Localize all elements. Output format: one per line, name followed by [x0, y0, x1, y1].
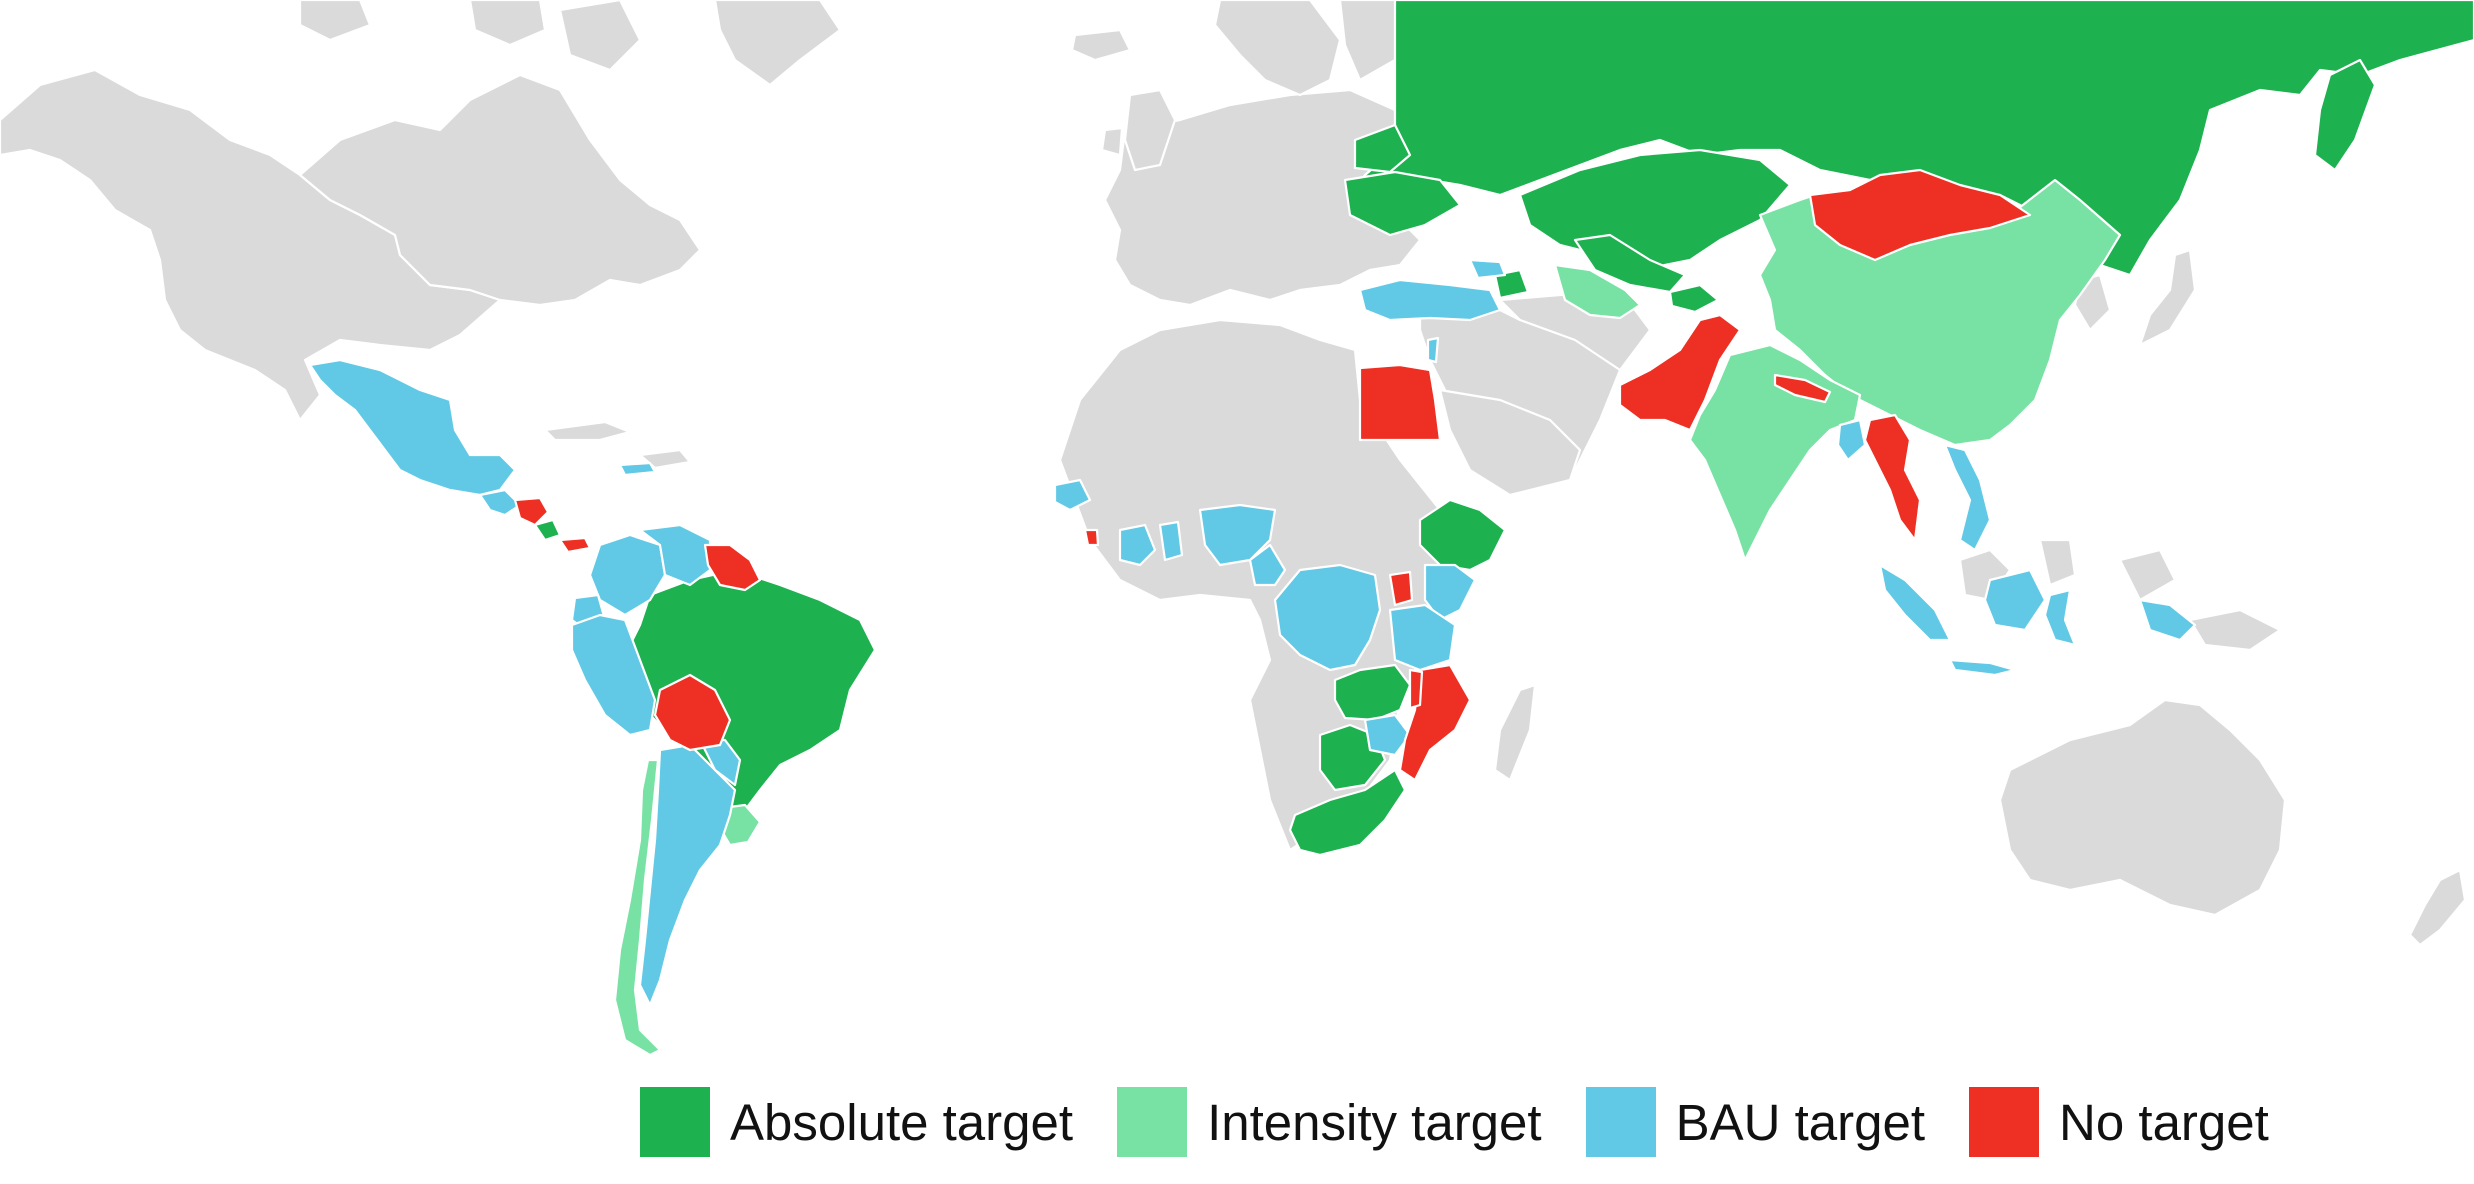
azerbaijan — [1493, 268, 1530, 300]
legend-label-bau: BAU target — [1675, 1093, 1926, 1151]
legend-swatch-absolute — [640, 1087, 710, 1157]
mexico — [308, 358, 517, 497]
indonesia-papua — [2138, 598, 2197, 642]
legend-item-bau: BAU target — [1585, 1087, 1926, 1157]
israel — [1426, 336, 1440, 364]
liberia — [1083, 528, 1100, 547]
arabian-peninsula — [1438, 388, 1582, 497]
argentina — [638, 743, 737, 1007]
kenya — [1423, 563, 1477, 622]
north-america-landmass — [0, 68, 502, 422]
costa-rica — [533, 518, 562, 542]
guyana-suriname — [703, 543, 762, 592]
senegal — [1053, 478, 1092, 512]
kamchatka — [2313, 58, 2377, 172]
nigeria — [1198, 503, 1277, 567]
panama — [558, 536, 592, 554]
papua — [2188, 608, 2282, 652]
rwanda-burundi — [1388, 570, 1414, 607]
uzbekistan — [1573, 233, 1687, 294]
tajikistan — [1668, 283, 1720, 314]
turkey — [1358, 278, 1502, 322]
zimbabwe — [1363, 713, 1412, 757]
map-legend: Absolute target Intensity target BAU tar… — [640, 1082, 2340, 1162]
indonesia-borneo — [1983, 568, 2047, 632]
legend-swatch-bau — [1585, 1087, 1656, 1157]
legend-item-intensity: Intensity target — [1117, 1087, 1542, 1157]
egypt — [1358, 363, 1442, 442]
bangladesh — [1836, 418, 1867, 462]
south-africa — [1288, 768, 1407, 857]
caribbean-islands — [543, 420, 692, 470]
cameroon — [1248, 543, 1287, 587]
new-zealand — [2408, 868, 2467, 947]
legend-swatch-none — [1969, 1087, 2040, 1157]
nepal — [1773, 373, 1832, 404]
ethiopia — [1418, 498, 1507, 572]
scandinavia — [1213, 0, 1402, 97]
cote-divoire — [1118, 523, 1157, 567]
ghana — [1158, 520, 1184, 562]
absolute-target-countries — [533, 0, 2474, 857]
legend-swatch-intensity — [1117, 1087, 1188, 1157]
bau-target-countries — [308, 258, 2197, 1007]
iceland — [1070, 28, 1132, 62]
indonesia-sumatra — [1878, 563, 1952, 642]
pakistan — [1618, 313, 1742, 432]
indonesia-java — [1948, 658, 2017, 677]
bolivia — [653, 673, 732, 752]
turkmenistan — [1553, 263, 1642, 320]
legend-label-absolute: Absolute target — [730, 1093, 1074, 1151]
legend-label-intensity: Intensity target — [1207, 1093, 1542, 1151]
mongolia — [1808, 168, 2032, 262]
chile — [613, 758, 672, 1057]
colombia — [588, 533, 667, 617]
japan — [2138, 248, 2197, 347]
ukraine — [1343, 170, 1462, 237]
vietnam — [1943, 443, 1992, 552]
legend-label-none: No target — [2059, 1093, 2269, 1151]
british-isles — [1100, 88, 1177, 172]
europe-landmass — [1103, 88, 1422, 307]
guatemala-honduras — [478, 488, 522, 517]
indonesia-sulawesi — [2043, 588, 2077, 647]
canada-east — [298, 73, 702, 307]
arctic-islands — [298, 0, 642, 72]
peru — [570, 613, 657, 737]
caribbean-bau — [618, 461, 657, 477]
australia — [1998, 698, 2287, 917]
dr-congo — [1273, 563, 1382, 672]
madagascar — [1493, 683, 1537, 782]
belarus — [1353, 123, 1412, 174]
legend-item-absolute: Absolute target — [640, 1087, 1073, 1157]
myanmar — [1863, 413, 1922, 542]
no-data-land — [0, 0, 2467, 947]
nicaragua — [513, 496, 550, 527]
georgia — [1468, 258, 1507, 280]
zambia — [1333, 663, 1412, 722]
no-target-countries — [513, 168, 2032, 782]
venezuela — [638, 523, 712, 587]
malawi — [1408, 668, 1424, 710]
legend-item-none: No target — [1969, 1087, 2269, 1157]
tanzania — [1388, 603, 1457, 672]
greenland — [713, 0, 842, 87]
